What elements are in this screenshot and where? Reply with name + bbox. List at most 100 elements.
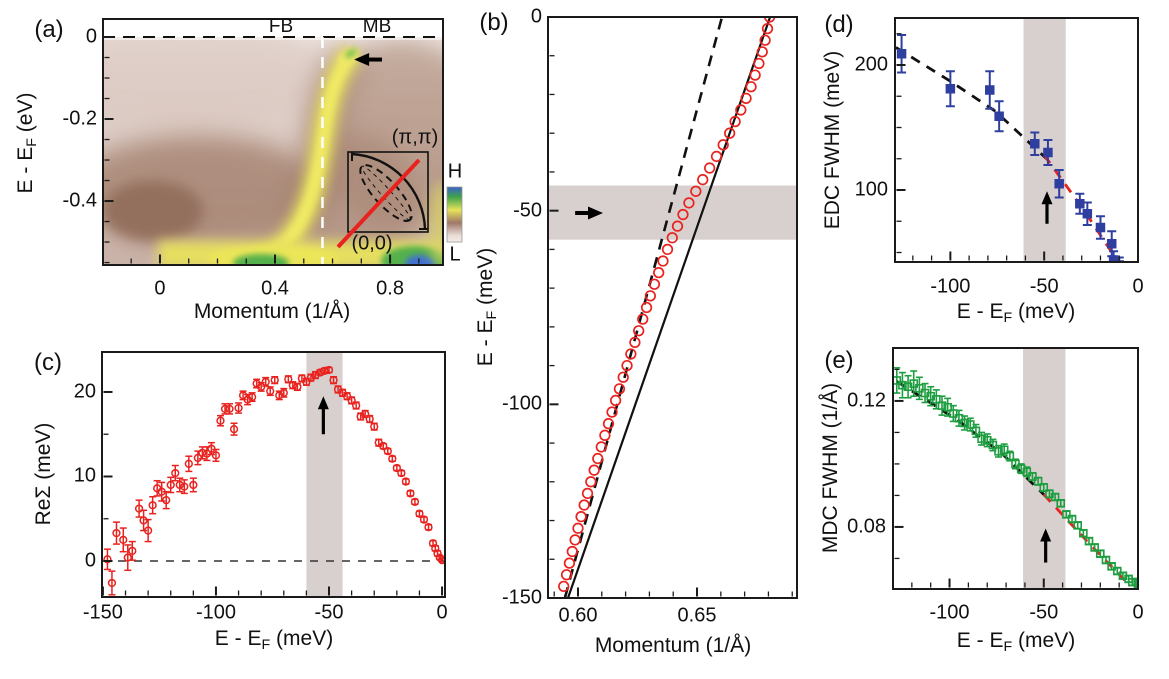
data-point: [279, 388, 288, 397]
data-point: [410, 497, 420, 506]
data-point: [735, 104, 747, 116]
data-point: [629, 336, 641, 349]
arrow-annotation: [1040, 528, 1052, 542]
data-point: [1082, 209, 1093, 219]
label-text: E - E: [956, 300, 1004, 324]
data-point: [437, 556, 445, 565]
data-point: [397, 468, 406, 478]
panel-b: [547, 16, 798, 599]
fit-above-kink-line: [895, 46, 1049, 162]
data-point: [207, 444, 216, 453]
data-point: [284, 375, 293, 384]
x-tick-label: -100: [929, 601, 970, 624]
colorbar-low-label: L: [449, 243, 461, 266]
data-point: [621, 359, 633, 372]
data-point: [909, 379, 919, 388]
data-layer: [103, 365, 445, 596]
data-point: [1028, 472, 1037, 481]
data-point: [932, 395, 941, 404]
data-point: [162, 495, 171, 505]
data-point: [1106, 239, 1117, 249]
data-point: [119, 535, 128, 545]
data-point: [1022, 467, 1032, 477]
plot-frame: [894, 17, 1139, 263]
label-text: (eV): [14, 92, 38, 139]
arrow-annotation: [317, 396, 329, 410]
data-point: [184, 459, 193, 468]
panel-e-x-axis-label: E - EF (meV): [957, 629, 1075, 655]
label-text: E - E: [956, 629, 1004, 653]
data-point: [198, 448, 207, 457]
data-point: [613, 383, 626, 395]
data-point: [1030, 139, 1040, 149]
data-point: [723, 127, 736, 139]
momentum-cut-line: [336, 158, 421, 249]
data-point: [424, 523, 433, 532]
data-point: [633, 325, 645, 337]
data-point: [666, 232, 678, 244]
label-subscript: F: [1003, 309, 1013, 326]
label-subscript: F: [261, 636, 271, 653]
panel-b-x-axis-label: Momentum (1/Å): [594, 634, 752, 657]
label-subscript: F: [1003, 638, 1013, 655]
data-point: [193, 453, 203, 463]
y-tick-label: 0: [85, 25, 97, 48]
data-point: [1054, 179, 1064, 189]
data-point: [406, 489, 415, 498]
data-point: [270, 375, 279, 385]
data-point: [960, 418, 969, 428]
data-point: [257, 382, 266, 392]
data-point: [1075, 199, 1085, 209]
panel-c-y-axis-label: ReΣ (meV): [32, 422, 55, 526]
data-point: [563, 557, 576, 569]
data-point: [977, 434, 986, 444]
data-point: [143, 526, 153, 535]
data-point: [609, 394, 622, 407]
data-point: [261, 377, 270, 386]
data-point: [648, 278, 661, 290]
data-point: [1073, 521, 1082, 530]
data-point: [572, 522, 584, 534]
panel-b-y-axis-label: E - EF (meV): [474, 248, 500, 366]
y-tick-label: -0.4: [62, 189, 97, 212]
data-point: [595, 441, 607, 453]
data-point: [999, 445, 1009, 455]
data-point: [982, 436, 992, 445]
data-point: [166, 480, 175, 490]
data-point: [1050, 492, 1060, 502]
data-point: [677, 208, 689, 221]
x-tick-label: 0.60: [558, 604, 598, 627]
data-point: [351, 401, 361, 410]
data-point: [229, 425, 239, 434]
label-text: (meV): [270, 627, 334, 651]
main-band-label: MB: [362, 16, 392, 37]
label-subscript: F: [483, 310, 500, 320]
data-point: [1096, 549, 1105, 559]
data-point: [985, 85, 995, 95]
data-point: [896, 49, 907, 59]
panel-a-y-axis-label: E - EF (eV): [14, 93, 40, 194]
panel-e-y-axis-label: MDC FWHM (1/Å): [819, 382, 842, 554]
data-point: [592, 452, 604, 465]
data-point: [293, 382, 302, 392]
data-point: [763, 17, 776, 23]
shaded-energy-band: [306, 353, 343, 596]
y-tick-label: 10: [73, 464, 96, 487]
data-point: [710, 150, 723, 163]
panel-a-letter: (a): [34, 16, 64, 43]
panel-d-letter: (d): [824, 11, 854, 38]
data-point: [759, 34, 771, 46]
panel-c-x-axis-label: E - EF (meV): [215, 627, 333, 653]
data-point: [1043, 147, 1053, 158]
data-point: [575, 511, 587, 523]
data-layer: [558, 17, 776, 598]
data-point: [216, 416, 225, 425]
data-point: [112, 528, 121, 538]
data-point: [653, 266, 665, 279]
panel-b-letter: (b): [479, 9, 509, 36]
data-point: [324, 365, 334, 375]
x-tick-label: 0.8: [376, 277, 404, 300]
data-point: [123, 553, 132, 562]
panel-e-letter: (e): [824, 347, 854, 374]
inset-pipi-label: (π,π): [391, 126, 439, 149]
